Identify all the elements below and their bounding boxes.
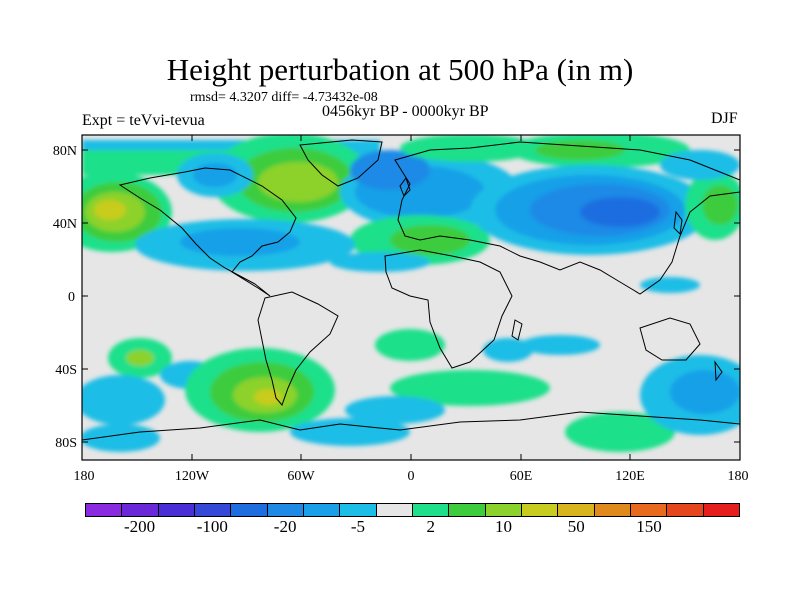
colorbar-label: 50 (567, 517, 585, 536)
contour-fields (82, 135, 740, 452)
lon-tick-label: 120E (615, 469, 645, 484)
colorbar-label: -5 (350, 517, 365, 536)
lon-tick-label: 180 (728, 469, 749, 484)
colorbar-swatch (194, 504, 232, 516)
colorbar-swatch (158, 504, 195, 516)
lon-tick-label: 180 (74, 469, 95, 484)
lon-tick-label: 120W (175, 469, 210, 484)
colorbar-label: -100 (196, 517, 228, 536)
coastlines (82, 139, 740, 441)
coastline-madagascar (511, 319, 523, 341)
colorbar-label: 150 (636, 517, 662, 536)
colorbar-swatch (376, 504, 413, 516)
coastline-north-america (118, 167, 297, 297)
coastline-greenland (299, 139, 383, 187)
colorbar-swatch (558, 504, 595, 516)
colorbar-swatch (303, 504, 341, 516)
coastline-antarctica (82, 411, 740, 441)
colorbar-swatch (231, 504, 268, 516)
coastline-uk (399, 176, 411, 197)
colorbar-label: 2 (426, 517, 435, 536)
colorbar-swatch (485, 504, 522, 516)
colorbar-swatch (594, 504, 631, 516)
colorbar-swatch (122, 504, 159, 516)
colorbar (85, 503, 740, 517)
coastline-new-zealand (714, 360, 723, 382)
colorbar-swatch (521, 504, 559, 516)
lon-tick-label: 60W (287, 469, 315, 484)
stats-line: rmsd= 4.3207 diff= -4.73432e-08 (190, 90, 378, 105)
period-label: 0456kyr BP - 0000kyr BP (322, 103, 489, 120)
lat-tick-label: 0 (68, 290, 75, 305)
colorbar-label: 10 (494, 517, 512, 536)
lon-tick-label: 0 (408, 469, 415, 484)
lat-tick-labels: 80N 40N 0 40S 80S (53, 144, 77, 451)
colorbar-swatch (412, 504, 450, 516)
lat-tick-label: 80S (55, 436, 77, 451)
axis-ticks (81, 135, 741, 460)
colorbar-label: -20 (273, 517, 297, 536)
colorbar-swatch (449, 504, 486, 516)
colorbar-swatch (340, 504, 377, 516)
coastline-australia (639, 317, 701, 361)
colorbar-label: -200 (123, 517, 156, 536)
coastline-eurasia (394, 141, 740, 295)
colorbar-swatch (667, 504, 704, 516)
experiment-label: Expt = teVvi-tevua (82, 112, 205, 129)
lat-tick-label: 40S (55, 363, 77, 378)
colorbar-swatch (86, 504, 123, 516)
colorbar-swatch (267, 504, 304, 516)
map-plot-area (82, 135, 740, 460)
season-label: DJF (711, 110, 738, 127)
lat-tick-label: 40N (53, 217, 77, 232)
colorbar-swatch (703, 504, 739, 516)
colorbar-swatch (630, 504, 668, 516)
lon-tick-labels: 180 120W 60W 0 60E 120E 180 (74, 469, 749, 484)
coastline-japan (673, 210, 683, 236)
coastline-africa (384, 249, 513, 369)
lat-tick-label: 80N (53, 144, 77, 159)
coastline-south-america (257, 291, 339, 406)
lon-tick-label: 60E (510, 469, 533, 484)
chart-title: Height perturbation at 500 hPa (in m) (166, 52, 634, 87)
